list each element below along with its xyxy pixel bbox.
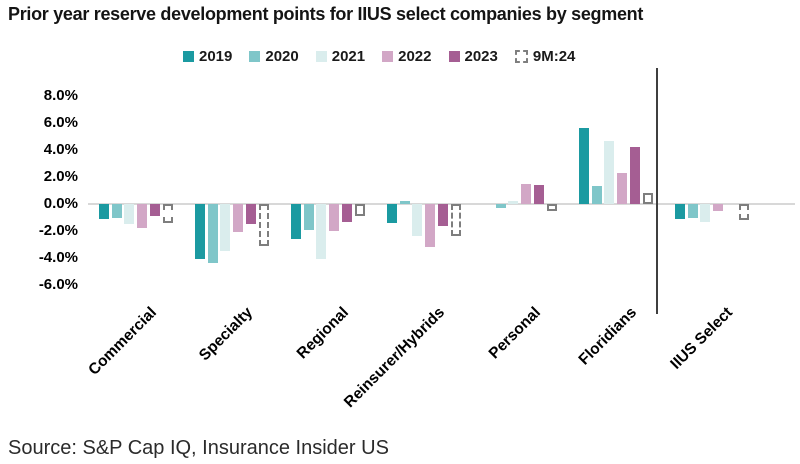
bar-2019-Regional — [291, 204, 301, 239]
y-axis-tick-label: 0.0% — [43, 195, 78, 212]
y-axis-tick-label: 4.0% — [43, 141, 78, 158]
y-axis-tick-label: -6.0% — [38, 276, 78, 293]
source-note: Source: S&P Cap IQ, Insurance Insider US — [8, 437, 389, 459]
bar-2021-Specialty — [220, 204, 230, 251]
bar-2023-ReinsurerHybrids — [438, 204, 448, 226]
bar-2021-Floridians — [604, 141, 614, 204]
bar-2023-Personal — [534, 185, 544, 204]
bar-9M24-Specialty — [259, 204, 269, 246]
bar-2019-Specialty — [195, 204, 205, 259]
legend-label: 2020 — [265, 48, 299, 65]
bar-2020-Regional — [304, 204, 314, 230]
bar-2022-Commercial — [137, 204, 147, 228]
legend-swatch-icon — [315, 51, 327, 62]
legend-swatch-icon — [249, 51, 261, 62]
bar-2020-Personal — [496, 204, 506, 208]
bar-2020-Specialty — [208, 204, 218, 263]
legend-label: 2019 — [199, 48, 233, 65]
chart-title: Prior year reserve development points fo… — [8, 4, 644, 24]
bar-2022-Personal — [521, 184, 531, 204]
bar-2023-Floridians — [630, 147, 640, 204]
bar-2019-ReinsurerHybrids — [387, 204, 397, 223]
bar-9M24-IIUSSelect — [739, 204, 749, 220]
bar-2019-Commercial — [99, 204, 109, 219]
legend-item-2020: 2020 — [249, 48, 299, 65]
bar-2023-Regional — [342, 204, 352, 222]
bar-2021-Personal — [508, 201, 518, 204]
legend-swatch-icon — [514, 50, 528, 63]
bar-2020-ReinsurerHybrids — [400, 201, 410, 204]
bar-2020-Commercial — [112, 204, 122, 218]
legend-item-2022: 2022 — [382, 48, 432, 65]
y-axis-tick-label: 8.0% — [43, 87, 78, 104]
chart-legend: 2019 2020 2021 2022 2023 9M:24 — [183, 48, 575, 65]
bar-9M24-Personal — [547, 204, 557, 211]
legend-item-2019: 2019 — [183, 48, 232, 65]
bar-2022-Specialty — [233, 204, 243, 232]
bar-2021-Regional — [316, 204, 326, 259]
segment-separator-line — [656, 68, 658, 314]
bar-2019-IIUSSelect — [675, 204, 685, 219]
bar-2022-Floridians — [617, 173, 627, 204]
bar-2021-IIUSSelect — [700, 204, 710, 222]
legend-label: 9M:24 — [532, 48, 576, 65]
bar-9M24-ReinsurerHybrids — [451, 204, 461, 236]
legend-label: 2022 — [398, 48, 432, 65]
bar-9M24-Commercial — [163, 204, 173, 223]
legend-swatch-icon — [382, 51, 394, 62]
y-axis-tick-label: 6.0% — [43, 114, 78, 131]
y-axis-tick-label: 2.0% — [43, 168, 78, 185]
y-axis-tick-label: -2.0% — [38, 222, 78, 239]
bar-2022-ReinsurerHybrids — [425, 204, 435, 247]
bar-2022-Regional — [329, 204, 339, 231]
bar-2023-Specialty — [246, 204, 256, 224]
bar-2021-ReinsurerHybrids — [412, 204, 422, 236]
legend-label: 2023 — [464, 48, 498, 65]
bar-9M24-Regional — [355, 204, 365, 216]
bar-2023-Commercial — [150, 204, 160, 216]
bar-2022-IIUSSelect — [713, 204, 723, 211]
legend-item-2023: 2023 — [448, 48, 498, 65]
legend-swatch-icon — [183, 51, 194, 62]
bar-2021-Commercial — [124, 204, 134, 224]
bar-2020-Floridians — [592, 186, 602, 204]
bar-2020-IIUSSelect — [688, 204, 698, 218]
bar-2019-Floridians — [579, 128, 589, 204]
bar-9M24-Floridians — [643, 193, 653, 204]
legend-swatch-icon — [448, 51, 460, 62]
legend-item-9M24: 9M:24 — [514, 48, 576, 65]
legend-label: 2021 — [331, 48, 366, 65]
legend-item-2021: 2021 — [315, 48, 366, 65]
y-axis-tick-label: -4.0% — [38, 249, 78, 266]
